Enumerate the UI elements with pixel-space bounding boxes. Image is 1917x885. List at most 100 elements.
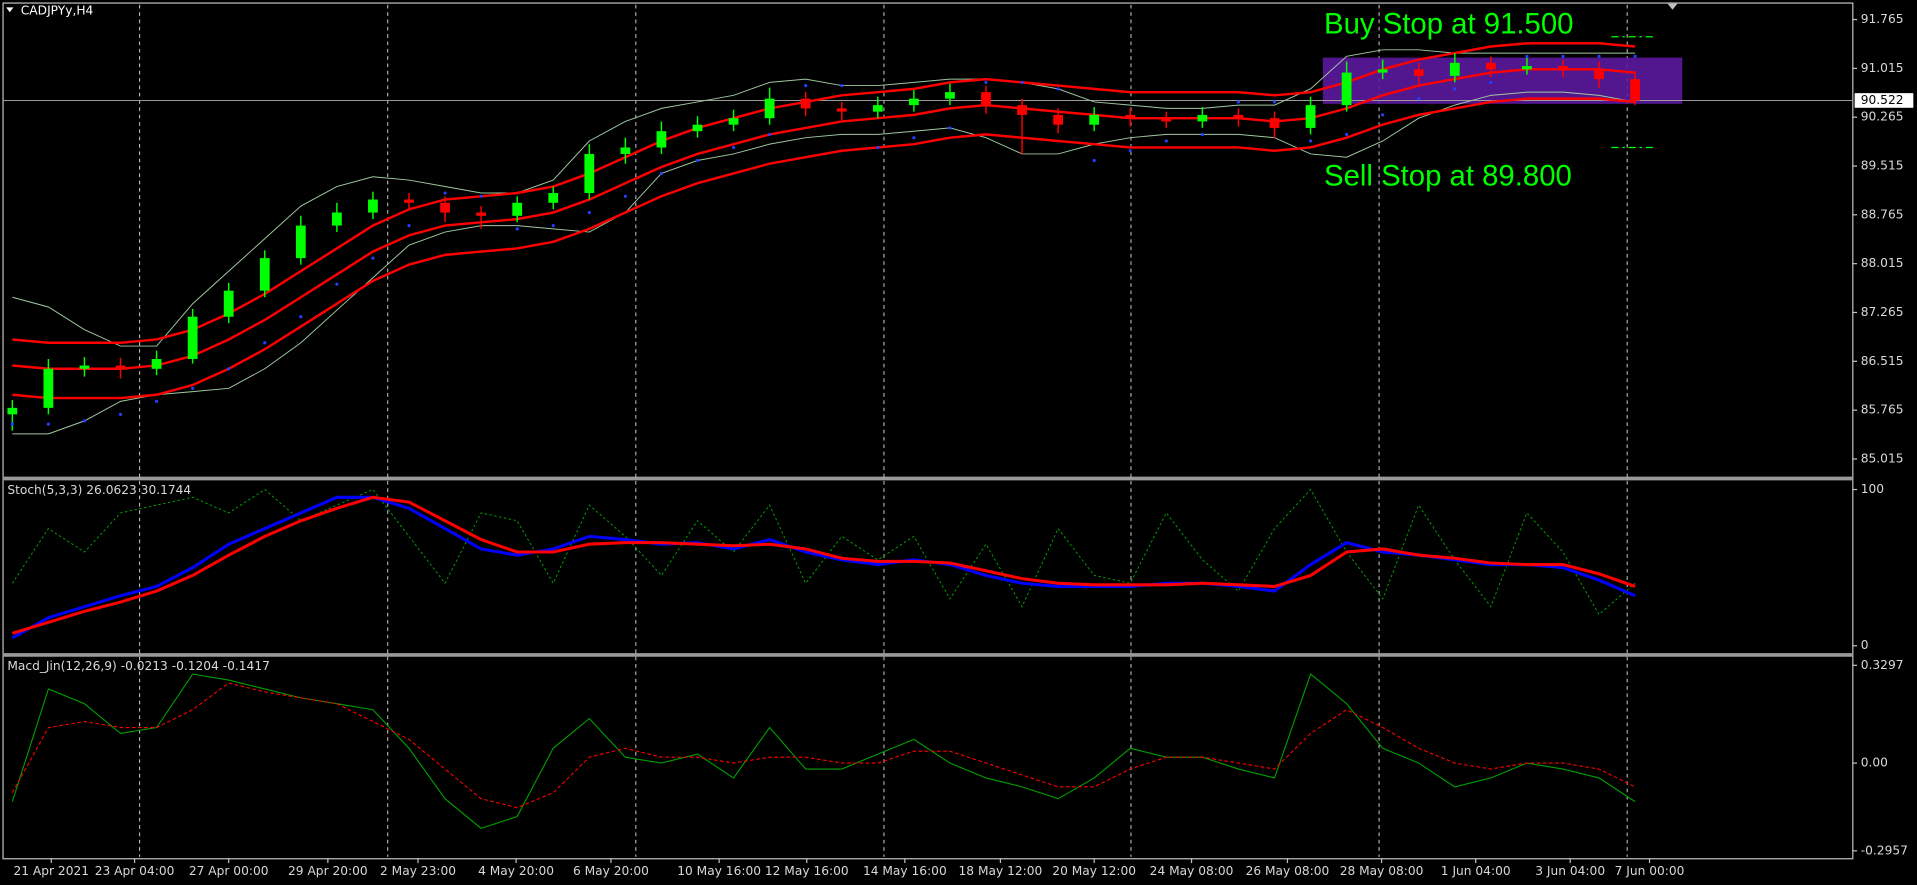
indicator-line	[11, 495, 1636, 635]
symbol-title: CADJPYy,H4	[21, 3, 94, 17]
psar-dot	[1020, 80, 1024, 84]
candle-body	[1377, 69, 1388, 73]
psar-dot	[1092, 158, 1096, 163]
candle-body	[1594, 69, 1604, 80]
x-tick-label: 26 May 08:00	[1246, 864, 1330, 878]
candle-body	[1341, 72, 1352, 106]
last-price-box	[1854, 93, 1914, 108]
candle-body	[1305, 105, 1316, 128]
order-annotation: Sell Stop at 89.800	[1324, 160, 1572, 193]
candle-body	[584, 153, 595, 194]
candle-body	[476, 212, 487, 216]
psar-dot	[1200, 132, 1204, 137]
indicator-title: Macd_Jin(12,26,9) -0.0213 -0.1204 -0.141…	[7, 659, 270, 673]
candle-body	[872, 105, 883, 112]
indicator-line	[12, 91, 1636, 435]
candle-body	[331, 212, 342, 226]
psar-dot	[1633, 54, 1637, 58]
candle-body	[1449, 62, 1460, 76]
indicator-line	[11, 673, 1636, 829]
candle-body	[1053, 114, 1064, 125]
y-tick-label: 85.015	[1861, 451, 1904, 465]
psar-dot	[191, 386, 195, 390]
psar-dot	[804, 84, 808, 88]
y-tick-label: 86.515	[1861, 354, 1904, 368]
psar-dot	[551, 223, 555, 228]
psar-dot	[587, 210, 591, 215]
candle-body	[620, 147, 631, 154]
indicator-line	[11, 682, 1636, 809]
psar-dot	[479, 194, 483, 198]
candle-body	[1089, 114, 1100, 125]
psar-dot	[1453, 87, 1457, 91]
psar-dot	[768, 132, 772, 137]
psar-dot	[1561, 54, 1565, 58]
psar-dot	[984, 80, 988, 84]
candle-body	[656, 131, 667, 148]
x-tick-label: 12 May 16:00	[765, 864, 849, 878]
psar-dot	[623, 194, 627, 198]
psar-dot	[948, 126, 952, 130]
psar-dot	[118, 412, 123, 416]
psar-dot	[82, 419, 87, 423]
psar-dot	[731, 145, 736, 150]
y-tick-label: 90.265	[1861, 110, 1904, 124]
candle-body	[512, 202, 523, 216]
y-tick-label: 0.00	[1861, 756, 1888, 770]
x-tick-label: 3 Jun 04:00	[1535, 864, 1605, 878]
candle-body	[945, 92, 955, 99]
menu-triangle[interactable]	[6, 7, 14, 13]
candle-body	[115, 365, 126, 369]
candle-body	[1125, 114, 1136, 119]
candle-body	[692, 124, 703, 132]
last-price-label: 90.522	[1861, 93, 1904, 107]
candle-body	[800, 98, 811, 109]
candle-body	[1017, 105, 1027, 115]
psar-dot	[515, 227, 519, 231]
psar-dot	[1272, 100, 1277, 104]
candle-body	[404, 199, 414, 203]
psar-dot	[695, 158, 700, 163]
x-tick-label: 10 May 16:00	[677, 864, 761, 878]
psar-dot	[46, 422, 50, 426]
x-tick-label: 18 May 12:00	[959, 864, 1043, 878]
order-annotation: Buy Stop at 91.500	[1324, 8, 1573, 41]
y-tick-label: 89.515	[1861, 159, 1904, 173]
x-tick-label: 24 May 08:00	[1150, 864, 1234, 878]
candle-body	[7, 407, 18, 415]
y-tick-label: 91.765	[1861, 12, 1904, 26]
y-tick-label: 100	[1861, 482, 1884, 496]
x-tick-label: 2 May 23:00	[380, 864, 456, 878]
psar-dot	[1417, 97, 1421, 101]
shift-marker	[1667, 3, 1678, 10]
candle-body	[908, 98, 919, 106]
candle-body	[981, 92, 991, 106]
psar-dot	[1381, 113, 1385, 117]
candle-body	[368, 199, 378, 213]
psar-dot	[154, 399, 159, 403]
psar-dot	[371, 256, 375, 260]
indicator-line	[12, 68, 1636, 370]
candle-body	[548, 193, 559, 203]
psar-dot	[876, 145, 880, 150]
candle-body	[1269, 118, 1280, 128]
candle-body	[1630, 79, 1641, 101]
y-tick-label: 87.265	[1861, 305, 1904, 319]
indicator-line	[12, 97, 1636, 400]
indicator-title: Stoch(5,3,3) 26.0623 30.1744	[7, 483, 191, 497]
y-tick-label: 85.765	[1861, 403, 1904, 417]
x-tick-label: 4 May 20:00	[478, 864, 554, 878]
candle-body	[223, 290, 234, 317]
psar-dot	[1128, 149, 1132, 153]
psar-dot	[1236, 100, 1241, 104]
y-tick-label: 88.765	[1861, 207, 1904, 221]
candle-body	[259, 258, 270, 291]
candle-body	[151, 359, 162, 369]
candle-body	[836, 108, 847, 112]
x-tick-label: 29 Apr 20:00	[288, 864, 368, 878]
x-tick-label: 23 Apr 04:00	[95, 864, 175, 878]
candle-body	[728, 118, 739, 125]
